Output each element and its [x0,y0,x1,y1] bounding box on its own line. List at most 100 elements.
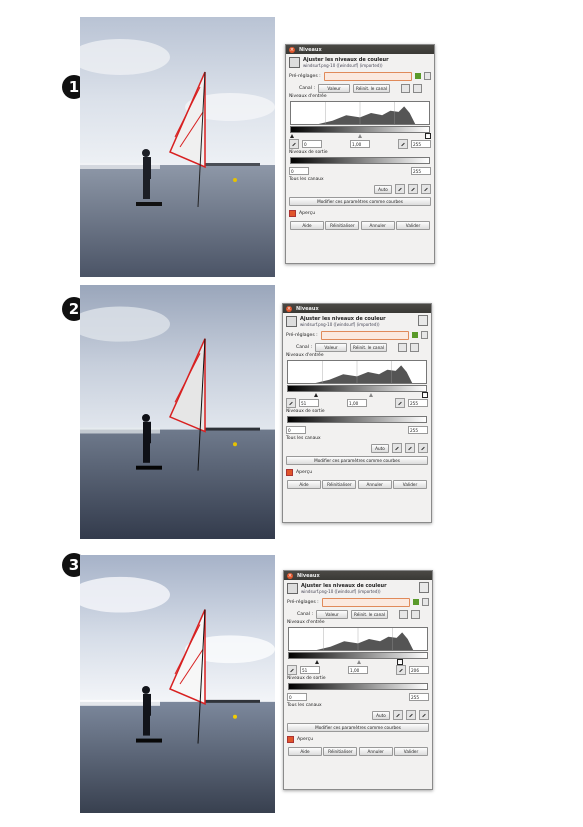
white-point-handle[interactable] [422,392,428,398]
close-icon[interactable]: × [287,572,293,579]
linear-histogram-icon[interactable] [397,342,407,352]
gamma-handle[interactable] [358,134,362,138]
gray-point-picker-icon[interactable] [406,710,416,720]
header-title: Ajuster les niveaux de couleur [301,582,387,589]
image-thumbnail-icon [419,582,429,593]
help-button[interactable]: Aide [288,747,322,756]
black-picker-icon[interactable] [287,665,297,675]
input-low-spin[interactable]: 51 [300,666,320,674]
black-point-picker-icon[interactable] [392,443,402,453]
log-histogram-icon[interactable] [409,342,419,352]
preview-checkbox[interactable] [286,468,293,476]
help-button[interactable]: Aide [290,221,324,230]
output-high-spin[interactable]: 255 [409,693,429,701]
output-values-row: 0 255 [283,424,431,436]
white-point-picker-icon[interactable] [419,710,429,720]
white-picker-icon[interactable] [398,139,408,149]
presets-combo[interactable] [320,330,409,340]
auto-button[interactable]: Auto [374,184,392,194]
presets-combo[interactable] [323,71,412,81]
black-point-handle[interactable] [314,393,319,397]
preview-row: Aperçu [286,207,434,219]
preset-menu-icon[interactable] [421,331,428,339]
input-sliders [287,392,428,398]
log-histogram-icon[interactable] [412,83,422,93]
black-picker-icon[interactable] [286,398,296,408]
black-point-picker-icon[interactable] [395,184,405,194]
close-icon[interactable]: × [289,46,295,53]
all-channels-label: Tous les canaux [289,177,324,182]
input-high-spin[interactable]: 206 [409,666,429,674]
white-picker-icon[interactable] [395,398,405,408]
edit-as-curves-button[interactable]: Modifier ces paramètres comme courbes [286,455,428,465]
add-preset-icon[interactable] [413,599,419,605]
output-low-spin[interactable]: 0 [286,426,306,434]
gray-point-picker-icon[interactable] [408,184,418,194]
linear-histogram-icon[interactable] [400,83,410,93]
gray-point-picker-icon[interactable] [405,443,415,453]
add-preset-icon[interactable] [415,73,421,79]
all-channels-row: Auto [284,709,432,721]
reset-button[interactable]: Réinitialiser [325,221,360,230]
white-point-picker-icon[interactable] [421,184,431,194]
help-button[interactable]: Aide [287,480,321,489]
cancel-button[interactable]: Annuler [357,480,392,489]
input-high-spin[interactable]: 255 [408,399,428,407]
presets-combo[interactable] [321,597,410,607]
histogram [287,360,427,384]
white-picker-icon[interactable] [396,665,406,675]
white-point-handle[interactable] [397,659,404,665]
preset-menu-icon[interactable] [424,72,431,80]
validate-button[interactable]: Valider [393,747,428,756]
reset-channel-button[interactable]: Réinit. le canal [350,342,387,352]
reset-button[interactable]: Réinitialiser [322,480,357,489]
histogram [288,627,428,651]
channel-select[interactable]: Valeur [315,342,348,352]
white-point-picker-icon[interactable] [418,443,428,453]
output-low-spin[interactable]: 0 [287,693,307,701]
presets-row: Pré-réglages : [286,70,434,82]
validate-button[interactable]: Valider [392,480,427,489]
add-preset-icon[interactable] [412,332,418,338]
close-icon[interactable]: × [286,305,292,312]
linear-histogram-icon[interactable] [398,609,408,619]
windsurf-photo [80,17,275,277]
channel-label: Canal : [296,344,313,350]
reset-channel-button[interactable]: Réinit. le canal [353,83,390,93]
auto-button[interactable]: Auto [371,443,389,453]
edit-as-curves-button[interactable]: Modifier ces paramètres comme courbes [289,196,431,206]
input-gradient [290,126,430,133]
black-point-handle[interactable] [315,660,320,664]
gamma-handle[interactable] [357,660,362,664]
cancel-button[interactable]: Annuler [360,221,395,230]
levels-dialog: × Niveaux Ajuster les niveaux de couleur… [282,303,432,523]
reset-channel-button[interactable]: Réinit. le canal [351,609,388,619]
gamma-spin[interactable]: 1,00 [348,666,368,674]
cancel-button[interactable]: Annuler [358,747,393,756]
preview-checkbox[interactable] [287,735,294,743]
channel-row: Canal : Valeur Réinit. le canal [286,82,434,94]
log-histogram-icon[interactable] [410,609,420,619]
validate-button[interactable]: Valider [395,221,430,230]
black-point-picker-icon[interactable] [393,710,403,720]
gamma-handle[interactable] [368,393,373,397]
channel-select[interactable]: Valeur [316,609,349,619]
black-point-handle[interactable] [290,134,294,138]
white-point-handle[interactable] [425,133,431,139]
gamma-spin[interactable]: 1,00 [347,399,367,407]
output-low-spin[interactable]: 0 [289,167,309,175]
gamma-spin[interactable]: 1,00 [350,140,370,148]
black-picker-icon[interactable] [289,139,299,149]
preset-menu-icon[interactable] [422,598,429,606]
input-low-spin[interactable]: 0 [302,140,322,148]
preview-checkbox[interactable] [289,209,296,217]
output-high-spin[interactable]: 255 [408,426,428,434]
input-high-spin[interactable]: 255 [411,140,431,148]
reset-button[interactable]: Réinitialiser [323,747,358,756]
output-high-spin[interactable]: 255 [411,167,431,175]
edit-as-curves-button[interactable]: Modifier ces paramètres comme courbes [287,722,429,732]
auto-button[interactable]: Auto [372,710,390,720]
input-gradient [287,385,427,392]
channel-select[interactable]: Valeur [318,83,351,93]
input-low-spin[interactable]: 51 [299,399,319,407]
